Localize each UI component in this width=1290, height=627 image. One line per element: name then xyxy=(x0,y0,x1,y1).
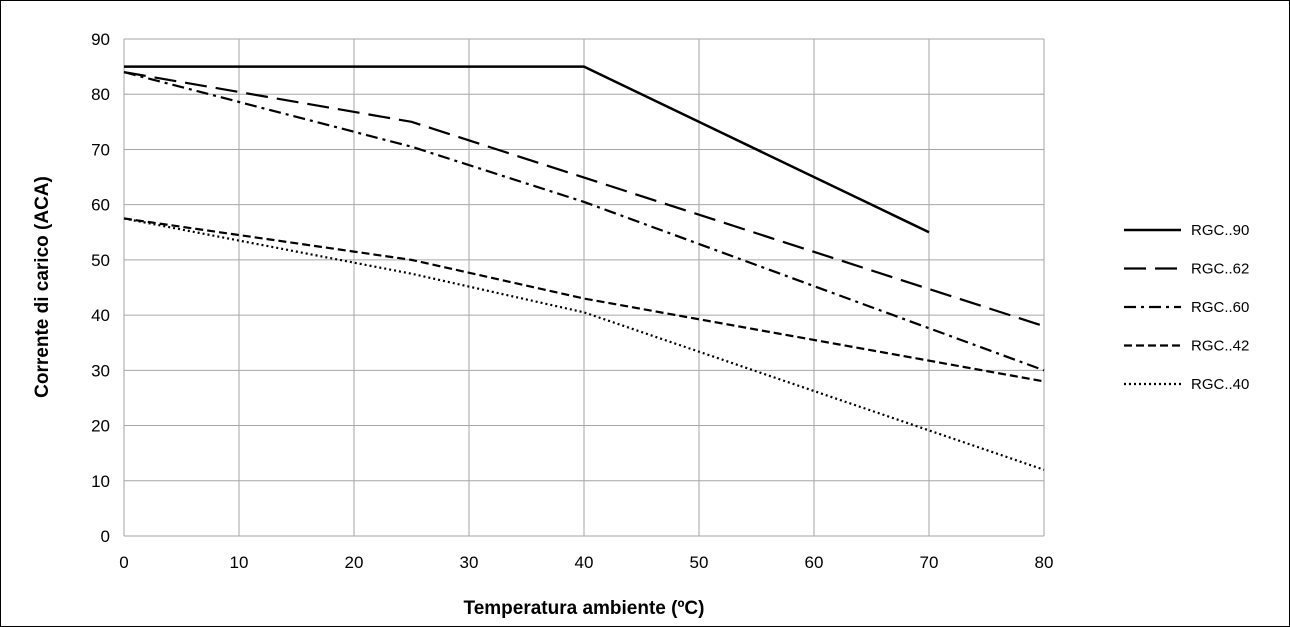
x-tick-label: 60 xyxy=(805,553,824,572)
x-axis-title: Temperatura ambiente (ºC) xyxy=(464,598,705,619)
legend-label: RGC..60 xyxy=(1191,299,1249,316)
series-lines xyxy=(123,65,1045,471)
legend-label: RGC..42 xyxy=(1191,338,1249,355)
y-axis-title: Corrente di carico (ACA) xyxy=(32,176,53,398)
x-tick-label: 80 xyxy=(1035,553,1054,572)
y-tick-label: 70 xyxy=(91,140,110,159)
y-tick-labels: 0 10 20 30 40 50 60 70 80 90 xyxy=(91,30,110,546)
y-tick-label: 40 xyxy=(91,306,110,325)
x-tick-label: 20 xyxy=(345,553,364,572)
x-tick-label: 10 xyxy=(230,553,249,572)
series-line-rgc42 xyxy=(123,217,1045,383)
series-line-rgc90 xyxy=(124,65,930,234)
y-tick-label: 20 xyxy=(91,417,110,436)
y-tick-label: 30 xyxy=(91,361,110,380)
x-tick-label: 30 xyxy=(460,553,479,572)
legend-label: RGC..62 xyxy=(1191,261,1249,278)
y-tick-label: 60 xyxy=(91,196,110,215)
grid xyxy=(123,38,1045,537)
x-tick-label: 0 xyxy=(119,553,128,572)
x-tick-label: 40 xyxy=(575,553,594,572)
legend-label: RGC..40 xyxy=(1191,376,1249,393)
series-line-rgc40 xyxy=(123,217,1045,471)
y-tick-label: 0 xyxy=(101,527,110,546)
series-line-rgc62 xyxy=(123,71,1045,328)
y-tick-label: 50 xyxy=(91,251,110,270)
y-tick-label: 10 xyxy=(91,472,110,491)
legend: RGC..90 RGC..62 RGC..60 RGC..42 RGC..40 xyxy=(1124,222,1249,393)
legend-label: RGC..90 xyxy=(1191,222,1249,239)
x-tick-label: 70 xyxy=(920,553,939,572)
y-tick-label: 80 xyxy=(91,85,110,104)
x-tick-labels: 0 10 20 30 40 50 60 70 80 xyxy=(119,553,1053,572)
y-tick-label: 90 xyxy=(91,30,110,49)
x-tick-label: 50 xyxy=(690,553,709,572)
